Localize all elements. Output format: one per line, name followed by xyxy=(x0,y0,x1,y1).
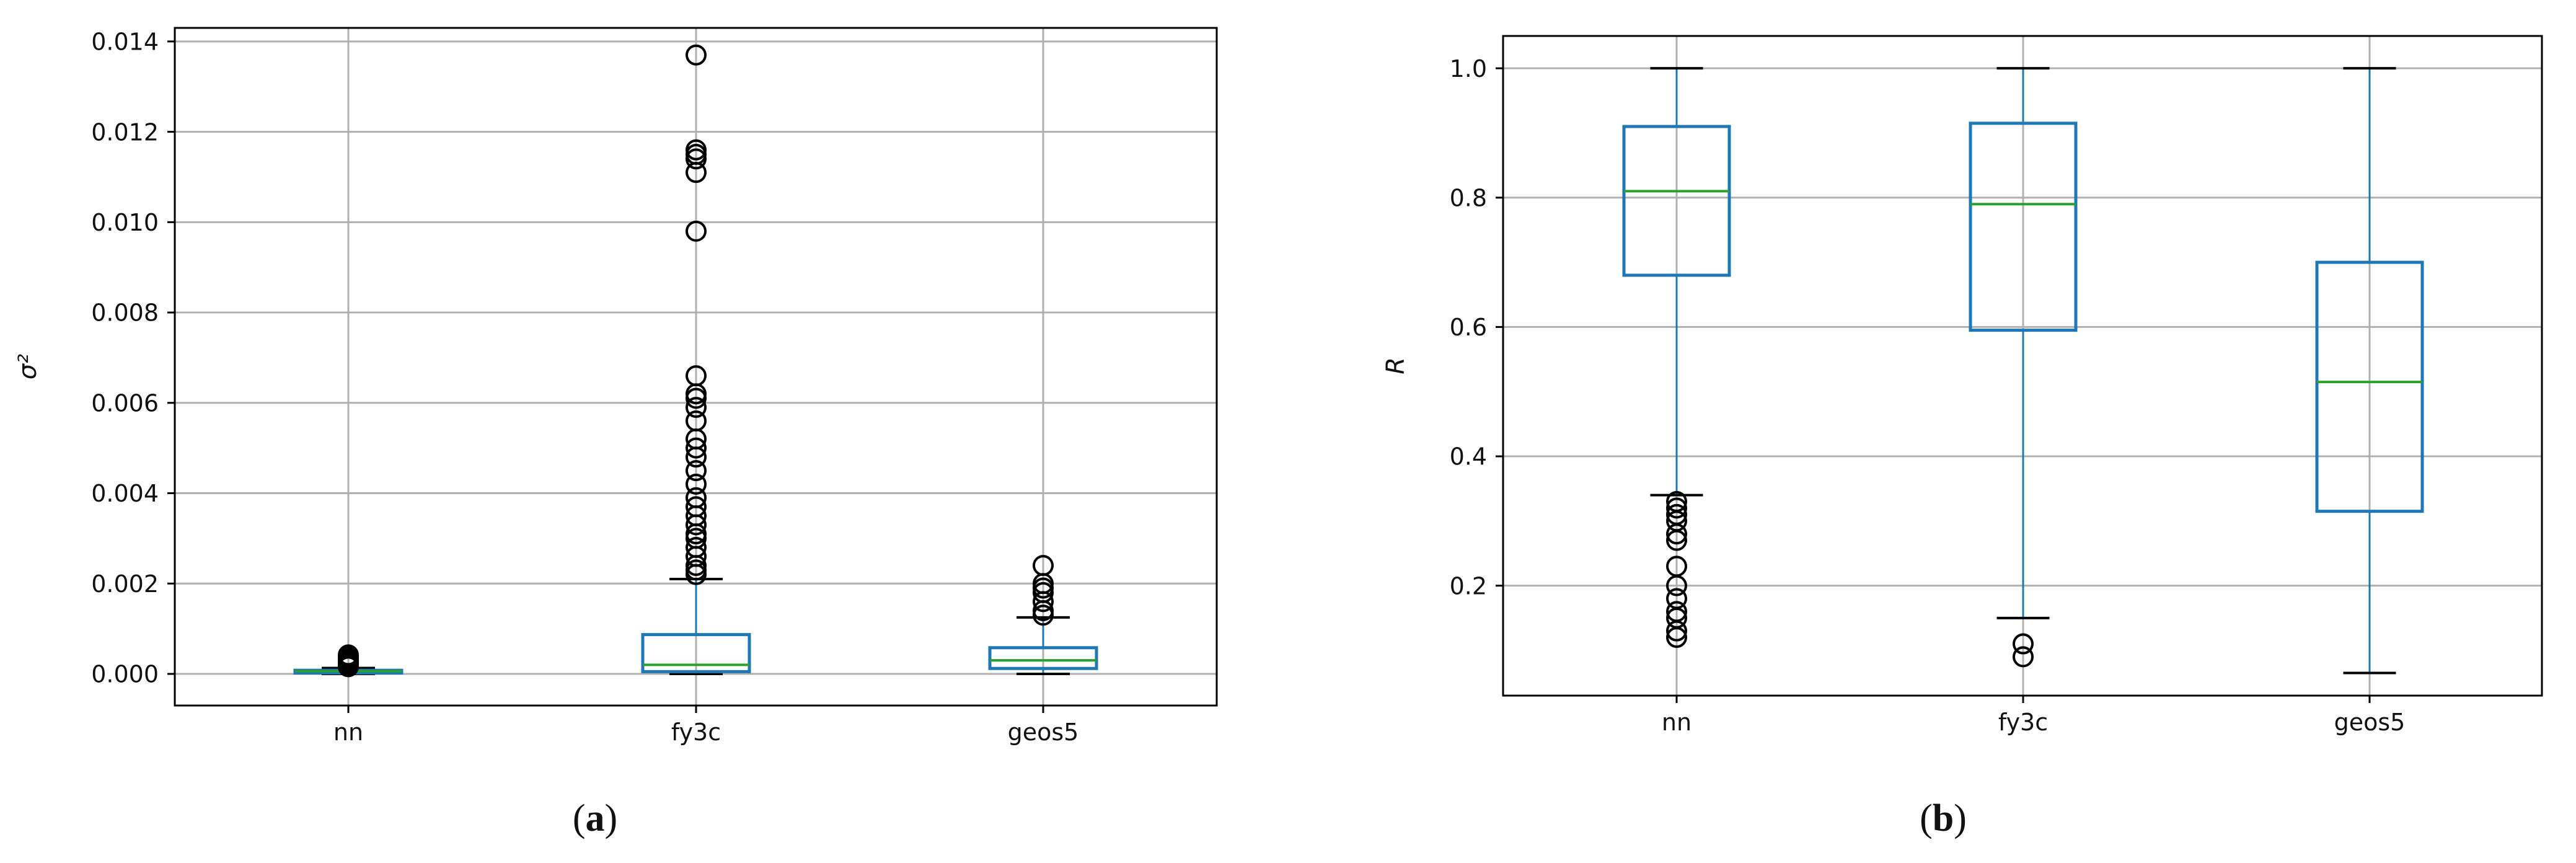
outlier-point xyxy=(686,487,707,508)
y-tick-label: 0.6 xyxy=(1450,314,1487,341)
outlier-point xyxy=(1666,601,1687,622)
x-tick-label: nn xyxy=(1662,709,1692,736)
panel-label-b: (b) xyxy=(1920,797,1967,839)
box-fy3c xyxy=(641,44,751,675)
outlier-point xyxy=(686,44,707,66)
y-tick-label: 0.006 xyxy=(91,389,159,417)
outlier-point xyxy=(1666,588,1687,609)
chart-a-sigma-squared: 0.000 0.002 0.004 0.006 0.008 0.010 0.012 0.014… xyxy=(14,27,1218,746)
y-axis-label: σ² xyxy=(14,354,42,379)
outlier-point xyxy=(686,139,707,161)
iqr-box xyxy=(641,633,751,673)
outlier-point xyxy=(686,460,707,482)
y-tick-label: 0.014 xyxy=(91,29,159,56)
box-nn xyxy=(1622,67,1731,648)
panel-label-a: (a) xyxy=(573,797,617,839)
box-fy3c xyxy=(1969,67,2078,668)
box-geos5 xyxy=(2315,67,2424,675)
x-tick-label: fy3c xyxy=(671,719,721,746)
x-tick-label: geos5 xyxy=(1008,719,1079,746)
outlier-point xyxy=(686,473,707,495)
outlier-point xyxy=(686,397,707,418)
outlier-point xyxy=(1666,497,1687,519)
iqr-box xyxy=(988,646,1098,670)
y-tick-label: 1.0 xyxy=(1450,55,1487,82)
outlier-point xyxy=(686,536,707,558)
y-tick-label: 0.000 xyxy=(91,661,159,688)
outlier-point xyxy=(686,437,707,459)
iqr-box xyxy=(2315,260,2424,513)
iqr-box xyxy=(1969,122,2078,332)
y-tick-label: 0.008 xyxy=(91,299,159,327)
outlier-point xyxy=(686,496,707,518)
outlier-point xyxy=(1033,555,1054,577)
outlier-point xyxy=(2013,646,2034,668)
outlier-point xyxy=(686,220,707,242)
iqr-box xyxy=(1622,125,1731,277)
y-tick-label: 0.8 xyxy=(1450,184,1487,211)
y-tick-label: 0.2 xyxy=(1450,572,1487,600)
y-tick-label: 0.012 xyxy=(91,118,159,146)
outlier-point xyxy=(1666,503,1687,525)
outlier-point xyxy=(1666,491,1687,513)
x-tick-label: geos5 xyxy=(2334,709,2406,736)
outlier-point xyxy=(686,365,707,387)
y-axis-label: R xyxy=(1382,357,1410,374)
x-tick-label: fy3c xyxy=(1998,709,2048,736)
box-nn xyxy=(293,644,404,678)
outlier-point xyxy=(2013,633,2034,655)
y-tick-label: 0.002 xyxy=(91,570,159,598)
y-tick-label: 0.004 xyxy=(91,480,159,507)
x-tick-label: nn xyxy=(333,719,363,746)
chart-b-correlation-r: 0.2 0.4 0.6 0.8 1.0 nn fy3c geos5 R xyxy=(1382,35,2543,736)
box-geos5 xyxy=(988,555,1098,675)
outlier-point xyxy=(338,644,359,666)
outlier-point xyxy=(686,410,707,432)
y-tick-label: 0.4 xyxy=(1450,443,1487,471)
y-tick-label: 0.010 xyxy=(91,209,159,236)
outlier-point xyxy=(1666,555,1687,577)
